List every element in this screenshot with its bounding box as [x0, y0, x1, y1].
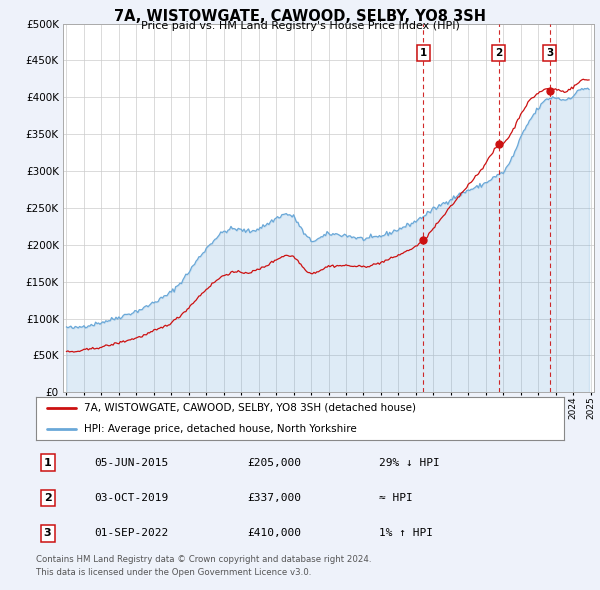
Text: 1% ↑ HPI: 1% ↑ HPI	[379, 529, 433, 539]
Text: 2: 2	[495, 48, 502, 58]
Text: 3: 3	[546, 48, 553, 58]
Text: Price paid vs. HM Land Registry's House Price Index (HPI): Price paid vs. HM Land Registry's House …	[140, 21, 460, 31]
Text: 2: 2	[44, 493, 52, 503]
Text: 01-SEP-2022: 01-SEP-2022	[94, 529, 169, 539]
Text: 29% ↓ HPI: 29% ↓ HPI	[379, 457, 440, 467]
Text: 1: 1	[44, 457, 52, 467]
Text: £205,000: £205,000	[247, 457, 301, 467]
Text: This data is licensed under the Open Government Licence v3.0.: This data is licensed under the Open Gov…	[36, 568, 311, 576]
Text: ≈ HPI: ≈ HPI	[379, 493, 413, 503]
Text: 03-OCT-2019: 03-OCT-2019	[94, 493, 169, 503]
Text: 7A, WISTOWGATE, CAWOOD, SELBY, YO8 3SH (detached house): 7A, WISTOWGATE, CAWOOD, SELBY, YO8 3SH (…	[83, 403, 416, 412]
Text: 05-JUN-2015: 05-JUN-2015	[94, 457, 169, 467]
Text: HPI: Average price, detached house, North Yorkshire: HPI: Average price, detached house, Nort…	[83, 424, 356, 434]
Text: Contains HM Land Registry data © Crown copyright and database right 2024.: Contains HM Land Registry data © Crown c…	[36, 555, 371, 563]
Text: £410,000: £410,000	[247, 529, 301, 539]
Text: 1: 1	[420, 48, 427, 58]
Text: £337,000: £337,000	[247, 493, 301, 503]
Text: 3: 3	[44, 529, 52, 539]
Text: 7A, WISTOWGATE, CAWOOD, SELBY, YO8 3SH: 7A, WISTOWGATE, CAWOOD, SELBY, YO8 3SH	[114, 9, 486, 24]
